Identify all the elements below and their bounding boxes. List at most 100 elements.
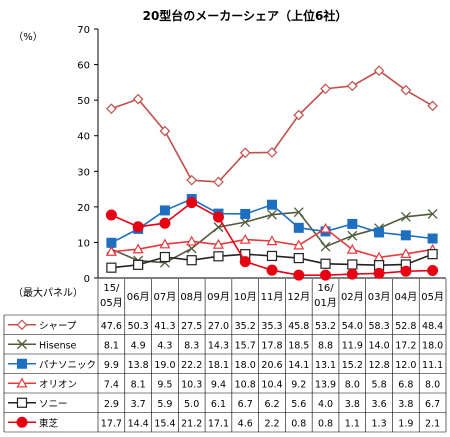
table-cell-value: 10.3 — [181, 379, 202, 390]
table-cell-value: 10.8 — [235, 379, 256, 390]
table-cell-value: 8.1 — [104, 340, 119, 351]
point-marker-stroke — [427, 209, 438, 219]
y-tick-label: 50 — [77, 96, 90, 107]
legend-series-name: シャープ — [39, 321, 77, 332]
point-marker — [347, 259, 358, 270]
table-cell-value: 14.1 — [288, 360, 309, 371]
table-cell-value: 8.3 — [184, 340, 199, 351]
point-marker — [347, 218, 358, 229]
point-marker — [186, 255, 197, 266]
table-cell-value: 6.8 — [398, 379, 413, 390]
table-row: 東芝 17.7 14.4 15.4 21.2 17.1 4.6 2.2 0.8 0.8 1.1 1.3… — [8, 416, 440, 429]
point-marker — [159, 238, 171, 249]
point-marker — [106, 103, 117, 115]
table-cell-value: 14.3 — [208, 340, 229, 351]
table-cell-value: 22.2 — [181, 360, 202, 371]
chart-title: 20型台のメーカーシェア（上位6社） — [143, 8, 348, 23]
table-cell-value: 2.9 — [104, 399, 119, 410]
table-cell-value: 9.4 — [211, 379, 226, 390]
x-tick-label: 01月 — [314, 297, 337, 309]
table-cell-value: 14.4 — [128, 418, 149, 429]
point-marker-stroke — [213, 222, 224, 233]
table-cell-value: 12.8 — [368, 360, 389, 371]
x-tick-label: 03月 — [368, 291, 391, 303]
table-cell-value: 14.0 — [368, 340, 389, 351]
point-marker — [159, 251, 171, 263]
point-marker — [213, 251, 224, 262]
table-cell-value: 8.0 — [425, 379, 440, 390]
table-cell-value: 2.2 — [264, 418, 279, 429]
table-cell-value: 13.8 — [128, 360, 149, 371]
table-cell-value: 1.9 — [398, 418, 413, 429]
x-tick-label: 05月 — [100, 297, 123, 309]
table-cell-value: 4.3 — [157, 340, 172, 351]
table-cell-value: 12.0 — [395, 360, 416, 371]
table-cell-value: 3.8 — [398, 399, 413, 410]
point-marker — [17, 339, 27, 350]
point-marker — [212, 211, 224, 223]
table-cell-value: 5.8 — [372, 379, 387, 390]
point-marker — [427, 233, 438, 244]
y-tick-label: 60 — [77, 61, 90, 72]
point-marker-stroke — [347, 230, 358, 241]
x-tick-label: 11月 — [261, 291, 284, 303]
table-cell-value: 52.8 — [395, 321, 416, 332]
legend-series-name: Hisense — [39, 340, 77, 351]
table-row: Hisense 8.1 4.9 4.3 8.3 14.3 15.7 17.8 18.5 8.8 11… — [8, 339, 443, 351]
table-cell-value: 21.2 — [181, 418, 202, 429]
table-cell-value: 1.1 — [345, 418, 360, 429]
table-cell-value: 50.3 — [128, 321, 149, 332]
x-tick-label: 09月 — [207, 291, 230, 303]
table-cell-value: 8.1 — [131, 379, 146, 390]
series-5 — [105, 197, 439, 281]
point-marker — [266, 147, 278, 158]
table-cell-value: 9.9 — [104, 360, 119, 371]
point-marker — [16, 416, 28, 428]
point-marker — [16, 319, 28, 331]
point-marker — [427, 100, 438, 112]
point-marker — [132, 243, 144, 254]
table-cell-value: 17.8 — [261, 340, 282, 351]
point-marker — [132, 93, 144, 105]
table-cell-value: 17.1 — [208, 418, 229, 429]
point-marker — [427, 265, 439, 277]
point-marker — [16, 397, 28, 408]
point-marker — [239, 147, 251, 159]
table-cell-value: 6.7 — [425, 399, 440, 410]
table-cell-value: 17.2 — [395, 340, 416, 351]
table-cell-value: 8.0 — [345, 379, 360, 390]
point-marker — [293, 239, 305, 250]
y-tick-label: 0 — [84, 274, 90, 285]
table-cell-value: 9.5 — [157, 379, 172, 390]
table-cell-value: 27.0 — [208, 321, 229, 332]
point-marker — [266, 250, 278, 262]
series-4 — [106, 249, 438, 273]
table-cell-value: 11.9 — [342, 340, 363, 351]
table-cell-value: 0.8 — [318, 418, 333, 429]
table-cell-value: 45.8 — [288, 321, 309, 332]
table-cell-value: 5.6 — [291, 399, 306, 410]
point-marker — [240, 217, 251, 228]
table-cell-value: 4.0 — [318, 399, 333, 410]
point-marker — [239, 256, 251, 268]
point-marker — [239, 233, 251, 244]
table-row: シャープ 47.6 50.3 41.3 27.5 27.0 35.2 35.3 45.8 53.2… — [8, 319, 443, 332]
legend-series-name: ソニー — [39, 399, 68, 410]
point-marker — [266, 235, 278, 246]
point-marker — [105, 209, 117, 221]
y-axis-label: （%） — [13, 31, 43, 43]
point-marker — [133, 259, 144, 270]
legend-series-name: パナソニック — [39, 360, 96, 371]
plot-area: 0 10 20 30 40 50 60 70 — [77, 25, 446, 285]
table-cell-value: 3.8 — [345, 399, 360, 410]
point-marker — [213, 176, 224, 188]
table-cell-value: 18.0 — [235, 360, 256, 371]
table-cell-value: 1.3 — [372, 418, 387, 429]
x-tick-label: 08月 — [180, 291, 203, 303]
point-marker — [17, 358, 27, 369]
table-cell-value: 15.7 — [235, 340, 256, 351]
point-marker — [427, 249, 438, 260]
table-row: ソニー 2.9 3.7 5.9 5.0 6.1 6.7 6.2 5.6 4.0 3.8 3.6 3.8 6… — [8, 397, 440, 410]
point-marker — [320, 269, 332, 281]
point-marker — [106, 237, 117, 248]
